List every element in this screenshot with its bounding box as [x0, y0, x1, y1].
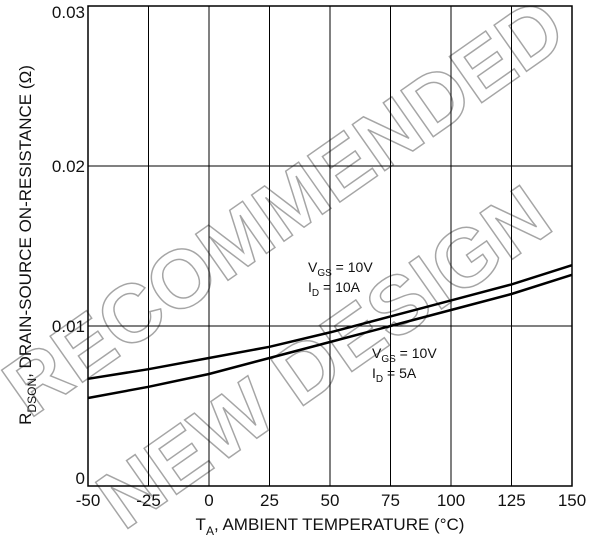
y-tick-label: 0.01	[52, 317, 85, 336]
x-tick-label: 25	[260, 491, 279, 510]
series-lines	[87, 264, 573, 400]
annotation-subscript: GS	[317, 268, 332, 279]
x-tick-label: 150	[558, 491, 586, 510]
y-tick-labels: 0 0.01 0.02 0.03	[52, 3, 85, 488]
annotation-subscript: D	[376, 374, 383, 385]
annotation-value: = 5A	[383, 365, 417, 381]
grid	[88, 6, 572, 486]
x-tick-label: 75	[381, 491, 400, 510]
annotation-symbol: V	[372, 345, 382, 361]
x-tick-label: 0	[204, 491, 213, 510]
plot-frame	[87, 5, 573, 487]
x-axis-label-sub: A	[206, 524, 214, 538]
x-axis-label: TA, AMBIENT TEMPERATURE (°C)	[196, 515, 465, 538]
x-tick-label: -25	[136, 491, 161, 510]
annotation-2-line: VGS = 10V	[372, 345, 437, 365]
x-tick-label: 100	[437, 491, 465, 510]
x-tick-label: 50	[321, 491, 340, 510]
y-tick-label: 0.02	[52, 157, 85, 176]
annotation-symbol: I	[308, 279, 312, 295]
x-tick-label: -50	[76, 491, 101, 510]
y-tick-label: 0	[76, 469, 85, 488]
y-axis-label-rest: , DRAIN-SOURCE ON-RESISTANCE (Ω)	[16, 65, 35, 378]
series-line-2	[87, 273, 573, 400]
y-axis-label-main: R	[16, 413, 35, 425]
annotation-value: = 10V	[332, 259, 374, 275]
annotation-symbol: I	[372, 365, 376, 381]
y-axis-label-sub: DSON	[25, 378, 39, 413]
x-axis-label-main: T	[196, 515, 206, 534]
annotation-subscript: GS	[381, 354, 396, 365]
annotation-2-line: ID = 5A	[372, 365, 417, 385]
annotation-symbol: V	[308, 259, 318, 275]
annotation-value: = 10A	[319, 279, 361, 295]
x-axis-label-rest: , AMBIENT TEMPERATURE (°C)	[214, 515, 465, 534]
annotation-subscript: D	[312, 288, 319, 299]
y-tick-label: 0.03	[52, 3, 85, 22]
annotation-1-line: ID = 10A	[308, 279, 361, 299]
series-line-1	[87, 264, 573, 381]
x-tick-label: 125	[497, 491, 525, 510]
annotation-1-line: VGS = 10V	[308, 259, 373, 279]
y-axis-label: RDSON, DRAIN-SOURCE ON-RESISTANCE (Ω)	[16, 65, 39, 425]
annotation-value: = 10V	[396, 345, 438, 361]
x-tick-labels: -50 -25 0 25 50 75 100 125 150	[76, 491, 586, 510]
